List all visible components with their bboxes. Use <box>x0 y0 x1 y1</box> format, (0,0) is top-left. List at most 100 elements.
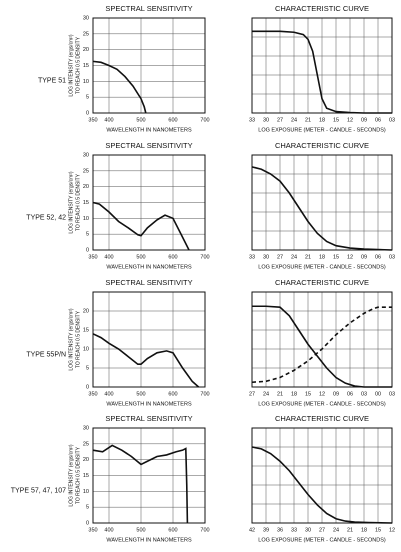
row-label: TYPE 57, 47, 107 <box>11 487 66 494</box>
x-tick-label: 21 <box>277 391 283 397</box>
y-tick-label: 15 <box>83 327 89 333</box>
x-axis-label: WAVELENGTH IN NANOMETERS <box>106 537 192 543</box>
y-tick-label: 30 <box>83 152 89 158</box>
y-axis-label: LOG INTENSITY (ergs/cm²) <box>68 34 74 96</box>
x-tick-label: 350 <box>88 117 97 123</box>
x-tick-label: 24 <box>333 527 339 533</box>
x-tick-label: 18 <box>319 117 325 123</box>
curve <box>92 444 189 524</box>
x-axis-label: WAVELENGTH IN NANOMETERS <box>106 127 192 133</box>
y-tick-label: 25 <box>83 31 89 37</box>
y-tick-label: 30 <box>83 425 89 431</box>
x-tick-label: 03 <box>389 254 395 260</box>
y-axis-label: TO REACH 0.5 DENSITY <box>75 310 81 368</box>
curve <box>92 333 200 388</box>
row-label: TYPE 55P/N <box>26 351 66 358</box>
x-tick-label: 24 <box>291 254 297 260</box>
y-axis-label: LOG INTENSITY (ergs/cm²) <box>68 308 74 370</box>
y-tick-label: 10 <box>83 346 89 352</box>
x-tick-label: 42 <box>249 527 255 533</box>
x-axis-label: LOG EXPOSURE (METER - CANDLE - SECONDS) <box>258 127 386 133</box>
x-tick-label: 30 <box>305 527 311 533</box>
x-tick-label: 39 <box>263 527 269 533</box>
y-tick-label: 5 <box>86 365 89 371</box>
x-tick-label: 700 <box>200 254 209 260</box>
x-tick-label: 21 <box>305 117 311 123</box>
y-tick-label: 10 <box>83 79 89 85</box>
y-tick-label: 10 <box>83 216 89 222</box>
x-tick-label: 700 <box>200 391 209 397</box>
curve <box>252 305 392 388</box>
x-tick-label: 21 <box>347 527 353 533</box>
x-tick-label: 350 <box>88 391 97 397</box>
plot-frame <box>92 291 206 388</box>
row-label: TYPE 52, 42 <box>26 214 66 221</box>
curve <box>252 30 392 114</box>
y-tick-label: 0 <box>86 384 89 390</box>
y-axis-label: TO REACH 0.5 DENSITY <box>75 173 81 231</box>
x-tick-label: 30 <box>263 117 269 123</box>
x-tick-label: 15 <box>333 117 339 123</box>
y-tick-label: 25 <box>83 168 89 174</box>
x-tick-label: 600 <box>168 117 177 123</box>
curve <box>92 201 190 251</box>
y-tick-label: 5 <box>86 505 89 511</box>
chart-title: CHARACTERISTIC CURVE <box>275 414 369 423</box>
x-tick-label: 15 <box>375 527 381 533</box>
x-tick-label: 27 <box>277 117 283 123</box>
chart-title: SPECTRAL SENSITIVITY <box>105 414 192 423</box>
x-tick-label: 400 <box>104 117 113 123</box>
plot-frame <box>251 17 393 114</box>
plot-frame <box>92 427 206 524</box>
plot-frame <box>92 17 206 114</box>
x-tick-label: 700 <box>200 117 209 123</box>
y-tick-label: 20 <box>83 184 89 190</box>
y-tick-label: 20 <box>83 457 89 463</box>
x-tick-label: 09 <box>361 254 367 260</box>
x-axis-label: LOG EXPOSURE (METER - CANDLE - SECONDS) <box>258 537 386 543</box>
x-tick-label: 03 <box>389 391 395 397</box>
chart-title: CHARACTERISTIC CURVE <box>275 141 369 150</box>
y-tick-label: 20 <box>83 47 89 53</box>
y-axis-label: LOG INTENSITY (ergs/cm²) <box>68 444 74 506</box>
x-tick-label: 24 <box>263 391 269 397</box>
x-tick-label: 03 <box>389 117 395 123</box>
x-tick-label: 500 <box>136 527 145 533</box>
x-axis-label: LOG EXPOSURE (METER - CANDLE - SECONDS) <box>258 264 386 270</box>
x-tick-label: 06 <box>347 391 353 397</box>
x-tick-label: 03 <box>361 391 367 397</box>
x-tick-label: 12 <box>319 391 325 397</box>
x-tick-label: 350 <box>88 254 97 260</box>
x-tick-label: 33 <box>291 527 297 533</box>
x-tick-label: 18 <box>319 254 325 260</box>
x-tick-label: 350 <box>88 527 97 533</box>
plot-frame <box>251 427 393 524</box>
row-label: TYPE 51 <box>38 77 66 84</box>
y-tick-label: 20 <box>83 308 89 314</box>
y-axis-label: LOG INTENSITY (ergs/cm²) <box>68 171 74 233</box>
plot-frame <box>251 154 393 251</box>
x-tick-label: 500 <box>136 391 145 397</box>
x-tick-label: 600 <box>168 527 177 533</box>
plot-frame <box>251 291 393 388</box>
x-tick-label: 27 <box>319 527 325 533</box>
x-tick-label: 12 <box>389 527 395 533</box>
y-tick-label: 25 <box>83 441 89 447</box>
chart-title: SPECTRAL SENSITIVITY <box>105 278 192 287</box>
y-tick-label: 5 <box>86 95 89 101</box>
x-tick-label: 600 <box>168 391 177 397</box>
curve <box>92 60 147 114</box>
x-tick-label: 09 <box>361 117 367 123</box>
x-axis-label: WAVELENGTH IN NANOMETERS <box>106 264 192 270</box>
x-tick-label: 33 <box>249 117 255 123</box>
chart-title: SPECTRAL SENSITIVITY <box>105 4 192 13</box>
curve <box>251 446 393 524</box>
chart-title: SPECTRAL SENSITIVITY <box>105 141 192 150</box>
x-tick-label: 18 <box>291 391 297 397</box>
y-axis-label: TO REACH 0.5 DENSITY <box>75 446 81 504</box>
x-tick-label: 27 <box>277 254 283 260</box>
y-tick-label: 30 <box>83 15 89 21</box>
x-tick-label: 33 <box>249 254 255 260</box>
y-tick-label: 15 <box>83 200 89 206</box>
y-tick-label: 0 <box>86 520 89 526</box>
